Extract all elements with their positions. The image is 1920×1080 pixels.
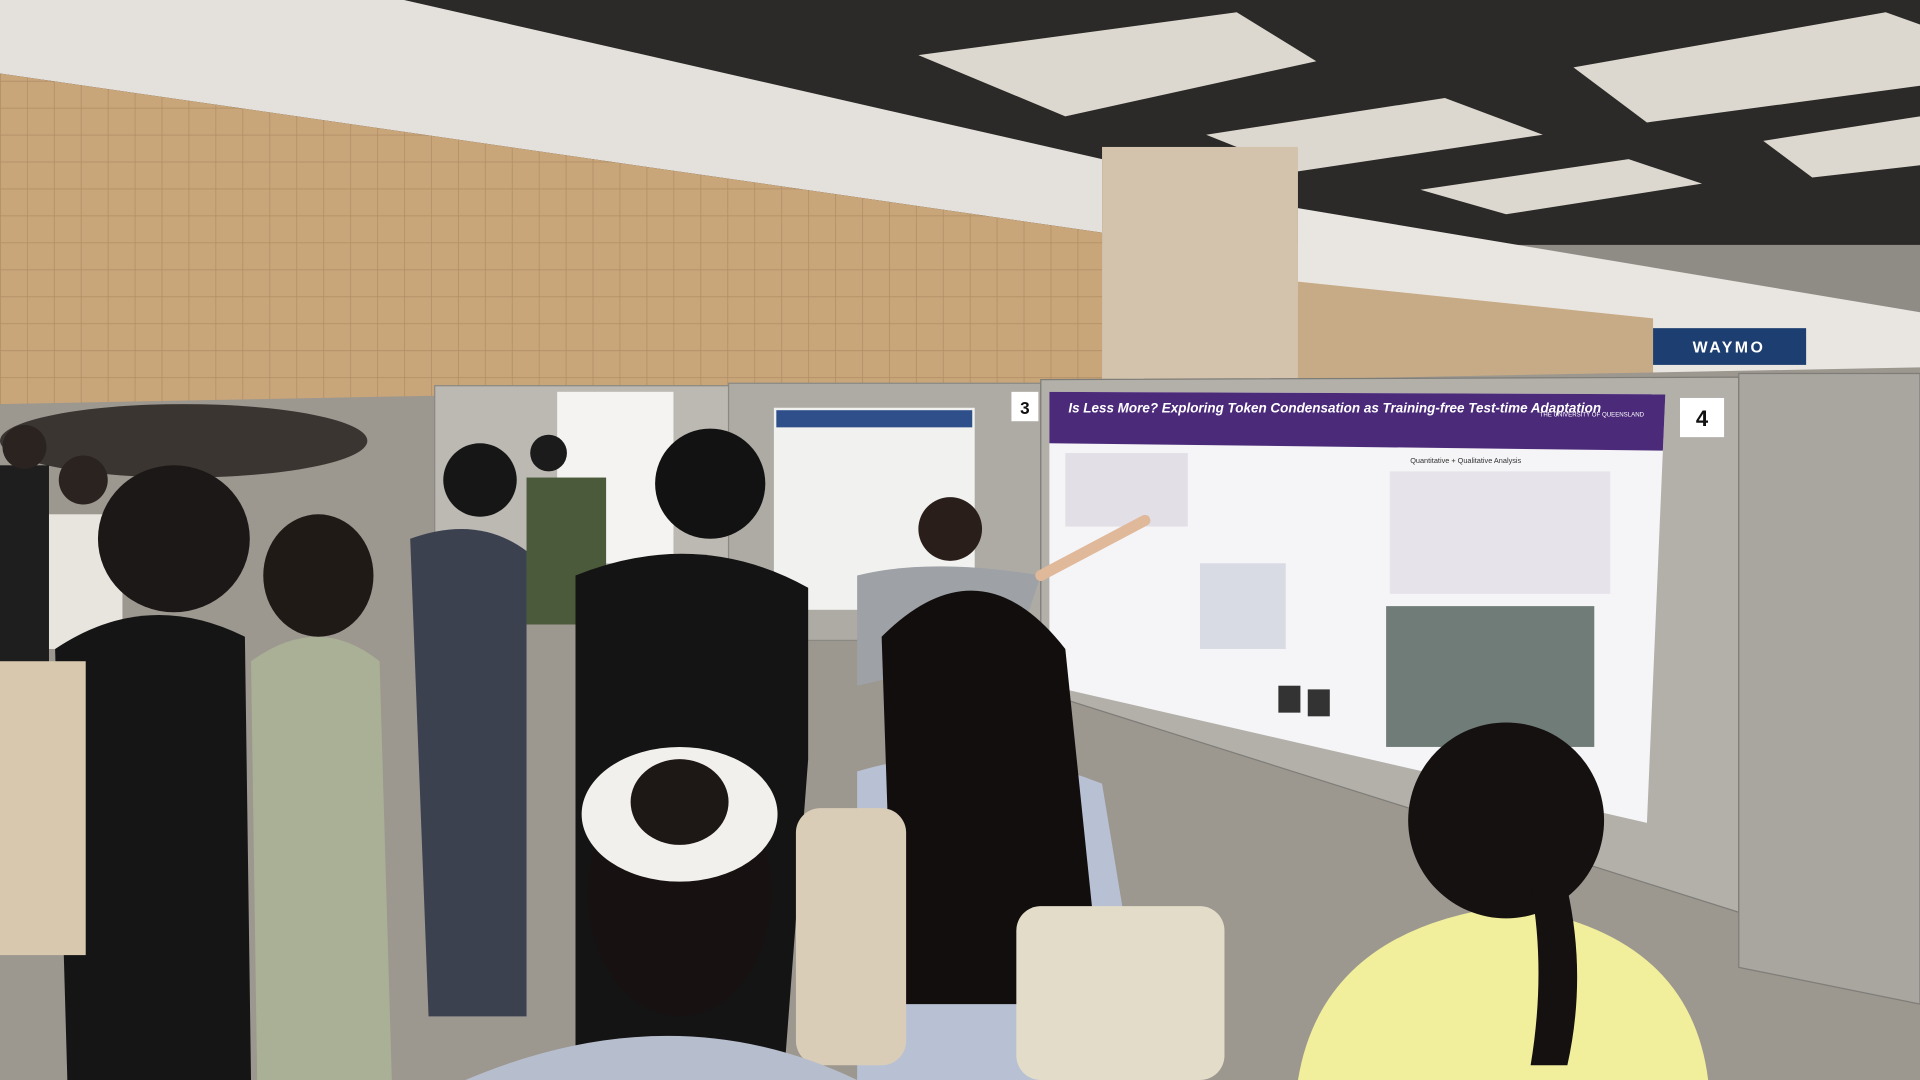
back-wall-tiles [1297,281,1654,380]
poster-table [1389,471,1611,594]
soffit [0,0,1103,233]
backpack [795,808,907,1066]
main-poster-header [1049,391,1666,451]
backpack [0,661,86,956]
pointing-arm [1035,514,1151,582]
head [97,465,250,613]
poster-header [776,410,973,428]
poster-images [1386,606,1595,747]
backpack [1016,906,1225,1080]
pillar [1102,146,1298,392]
qr-code [1278,685,1301,713]
poster-title: Is Less More? Exploring Token Condensati… [1068,401,1601,416]
poster-board [1738,372,1920,1005]
person [251,636,392,1080]
sign-text: WAYMO [1693,340,1766,357]
ceiling-panel [1420,159,1703,215]
ceiling-panel [918,12,1317,117]
head [2,424,47,469]
board-number: 4 [1696,406,1709,431]
poster-section: Quantitative + Qualitative Analysis [1410,456,1521,465]
person [1297,906,1709,1080]
head [58,455,108,505]
head [530,434,567,472]
board-tag [1011,391,1039,422]
poster-figure [1065,453,1188,527]
head [263,514,374,637]
person [465,1035,858,1080]
person [55,614,252,1080]
qr-code [1307,689,1330,717]
poster-figure [1200,563,1286,649]
ceiling-panel [1573,12,1920,123]
poster-university: THE UNIVERSITY OF QUEENSLAND [1540,411,1645,418]
board-tag [1680,397,1725,438]
head [443,443,517,517]
hair [881,590,1103,1005]
person [410,528,527,1017]
crowd [0,404,1709,1080]
hair-bun [630,759,729,845]
board-number: 3 [1020,398,1030,418]
ponytail [1524,844,1578,1066]
sign [1653,328,1807,365]
head [1408,722,1605,919]
ceiling-panel [1763,116,1920,178]
head [918,497,983,561]
head [655,428,766,539]
tiled-wall [0,73,1103,417]
